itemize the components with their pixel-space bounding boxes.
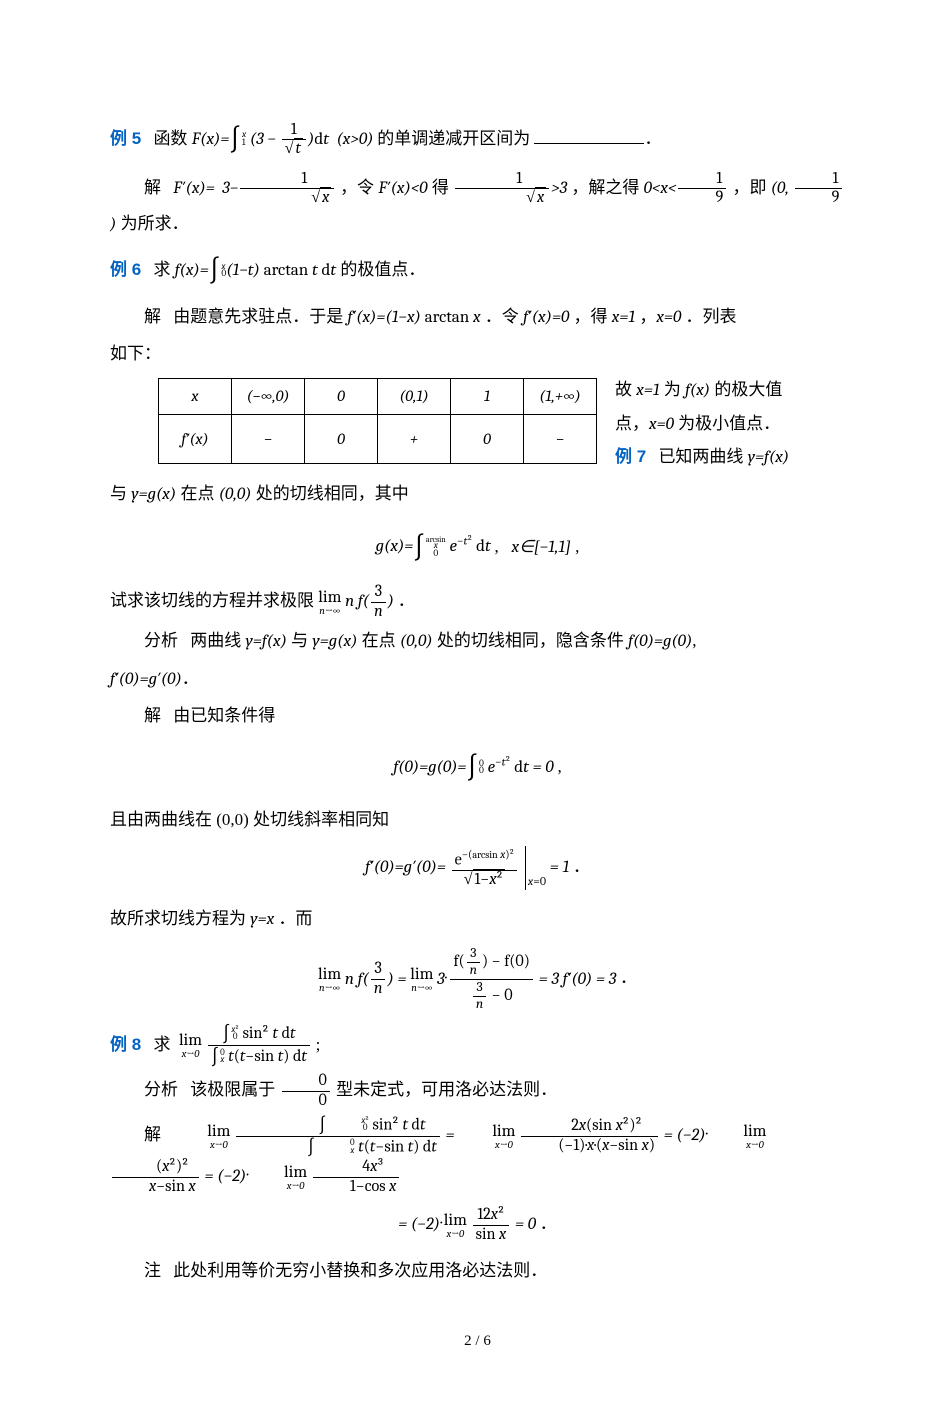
table-row: x (−∞,0) 0 (0,1) 1 (1,+∞) [159,379,597,414]
ex5-sol-text: F′(x)= 3−1x [173,179,340,198]
th-x: x [159,379,232,414]
example-6-label: 例 6 [110,260,141,279]
ex8-line2: = (−2)· limx→0 12x² sin x = 0 ． [110,1206,845,1244]
th-0: 0 [305,379,378,414]
th-interval: (1,+∞) [524,379,597,414]
table-row: f′(x) − 0 + 0 − [159,414,597,463]
ex8-note: 注 此处利用等价无穷小替换和多次应用洛必达法则． [110,1255,845,1287]
page-footer: 2 / 6 [110,1327,845,1356]
td-label: f′(x) [159,414,232,463]
ex7-analysis2: f′(0)=g′(0)． [110,663,845,696]
ex7-analysis: 分析 两曲线 y=f(x) 与 y=g(x) 在点 (0,0) 处的切线相同，隐… [110,625,845,658]
ex5-text-b: 的单调递减开区间为 [377,129,530,148]
page-total: 6 [483,1333,491,1349]
page-current: 2 [464,1333,472,1349]
example-5-label: 例 5 [110,129,141,148]
ex8-sol-label: 解 [144,1125,161,1144]
ex6-conclusion1: 故 x=1 为 f(x) 的极大值 [615,380,782,399]
td-sign: − [232,414,305,463]
ex7-sol-label: 解 [144,706,161,725]
ex7-sol-intro: 解 由已知条件得 [110,700,845,732]
ex5-sol-label: 解 [144,178,161,197]
sign-table: x (−∞,0) 0 (0,1) 1 (1,+∞) f′(x) − 0 + 0 … [158,378,597,463]
th-interval: (0,1) [378,379,451,414]
ex8-note-text: 此处利用等价无穷小替换和多次应用洛必达法则． [173,1261,547,1280]
ex7-text2: 与 y=g(x) 在点 (0,0) 处的切线相同，其中 [110,478,845,511]
ex7-sol-intro-text: 由已知条件得 [173,706,275,725]
ex5-formula: F(x)=∫x1 (3 − 1t)dt (x>0) [192,130,378,149]
td-sign: 0 [451,414,524,463]
th-interval: (−∞,0) [232,379,305,414]
ex7-text3: 试求该切线的方程并求极限 limn→∞ n f(3n) ． [110,583,845,621]
ex7-text1: 已知两曲线 y=f(x) [658,447,789,466]
ex7-eq3: limn→∞ n f(3n) = limn→∞ 3· f(3n) − f(0) … [110,946,845,1013]
ex6-solution-text: 解 由题意先求驻点．于是 f′(x)=(1−x) arctan x ．令 f′(… [110,301,845,334]
ex7-eq1: f(0)=g(0)=∫00 e−t² dt = 0 , [110,742,845,794]
td-sign: − [524,414,597,463]
ex6-sign-table: x (−∞,0) 0 (0,1) 1 (1,+∞) f′(x) − 0 + 0 … [158,378,597,463]
ex7-gdef: g(x)=∫arcsin x0 e−t² dt , x∈[−1,1] , [110,522,845,574]
ex7-analysis-label: 分析 [144,631,178,650]
ex5-text-a: 函数 [153,129,191,148]
ex6-sol-label: 解 [144,307,161,326]
ex8-analysis-label: 分析 [144,1080,178,1099]
ex5-solution: 解 F′(x)= 3−1x ，令 F′(x)<0 得 1x>3 ，解之得 0<x… [110,170,845,241]
example-8-label: 例 8 [110,1035,141,1054]
example-7-label: 例 7 [615,447,646,466]
ex8-solution: 解 limx→0 ∫x²0 sin² t dt ∫0x t(t−sin t) d… [110,1115,845,1197]
ex6-prompt: 求 f(x)=∫x0(1−t) arctan t dt 的极值点． [153,260,425,279]
td-sign: 0 [305,414,378,463]
ex7-mid2: 故所求切线方程为 y=x ．而 [110,903,845,936]
td-sign: + [378,414,451,463]
ex7-mid1: 且由两曲线在 (0,0) 处切线斜率相同知 [110,804,845,836]
answer-blank [534,128,644,144]
ex8-note-label: 注 [144,1261,161,1280]
page-sep: / [472,1333,484,1349]
example-6: 例 6 求 f(x)=∫x0(1−t) arctan t dt 的极值点． [110,245,845,297]
ex8-analysis: 分析 该极限属于 00 型未定式，可用洛必达法则． [110,1072,845,1110]
ex6-conclusion2: 点，x=0 为极小值点． [615,414,780,433]
example-5: 例 5 函数 F(x)=∫x1 (3 − 1t)dt (x>0) 的单调递减开区… [110,114,845,166]
ex7-eq2: f′(0)=g′(0)= e−(arcsin x)² 1−x² x=0 = 1 … [110,846,845,893]
example-8: 例 8 求 limx→0 ∫x²0 sin² t dt ∫0x t(t−sin … [110,1023,845,1069]
ex6-ruxia: 如下： [110,338,845,370]
th-1: 1 [451,379,524,414]
